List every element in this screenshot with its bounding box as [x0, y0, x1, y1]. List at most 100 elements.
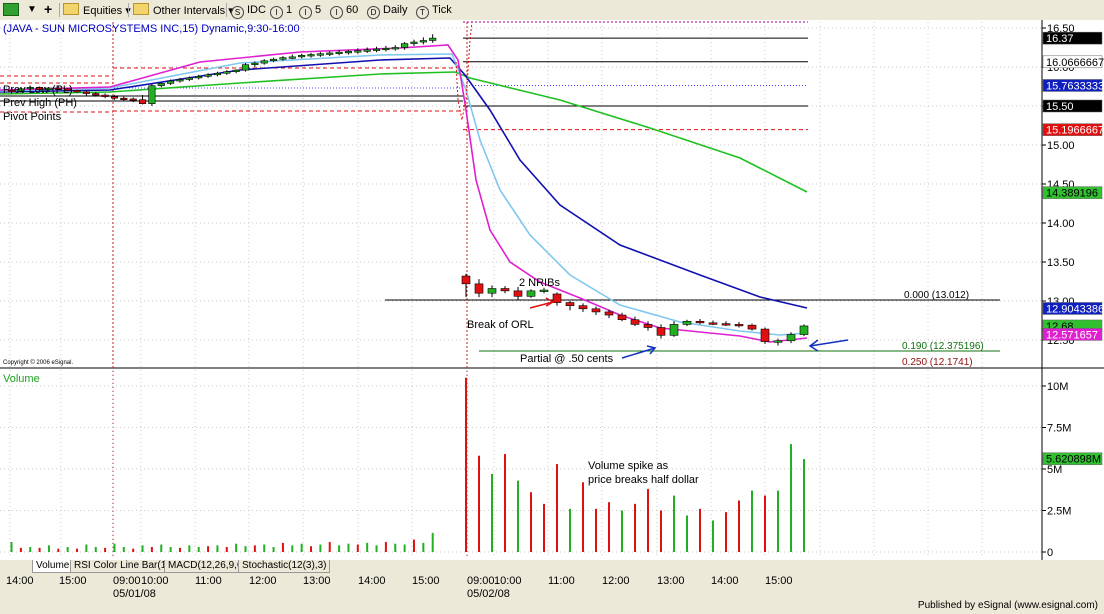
candle-body: [669, 324, 679, 336]
x-tick: 12:00: [249, 575, 277, 587]
equities-button[interactable]: Equities ▾: [63, 3, 131, 17]
interval-1-label: 1: [286, 4, 293, 16]
interval-icon: I: [299, 6, 312, 19]
candle-body: [682, 320, 692, 325]
candle-body: [45, 87, 53, 90]
candle-body: [17, 88, 25, 92]
legend-pivot-points: Pivot Points: [3, 111, 62, 123]
interval-icon: S: [231, 6, 244, 19]
x-tick: 09:00: [113, 575, 141, 587]
price-label: 15.50: [1046, 101, 1074, 113]
tick-button[interactable]: T Tick: [416, 3, 452, 19]
candle-body: [288, 56, 296, 59]
tick-label: Tick: [432, 4, 452, 16]
folder-icon: [133, 3, 149, 15]
y-tick-label: 7.5M: [1047, 423, 1071, 435]
volume-title: Volume: [3, 373, 40, 385]
price-label: 16.37: [1046, 33, 1074, 45]
candle-body: [176, 79, 184, 82]
chart-title: (JAVA - SUN MICROSYSTEMS INC,15) Dynamic…: [3, 23, 300, 35]
arrow-blue-icon: [808, 339, 849, 352]
x-tick: 15:00: [765, 575, 793, 587]
arrow-red-icon: [529, 297, 555, 309]
x-tick: 13:00: [303, 575, 331, 587]
toolbar-separator: [226, 3, 227, 17]
candle-body: [604, 311, 614, 316]
candle-body: [26, 86, 34, 90]
arrow-blue-icon: [621, 345, 657, 359]
price-label: 12.9043386: [1046, 303, 1104, 315]
ma-lightblue: [0, 53, 808, 336]
candle-body: [92, 93, 100, 96]
candle-body: [157, 83, 165, 87]
ma-blue: [0, 57, 808, 309]
candle-body: [773, 340, 783, 343]
x-tick: 11:00: [548, 575, 575, 587]
dropdown-arrow-icon[interactable]: ▼: [27, 4, 37, 15]
candle-body: [326, 52, 334, 55]
other-intervals-label: Other Intervals: [153, 5, 226, 17]
candle-body: [307, 54, 315, 57]
tab-stochastic[interactable]: Stochastic(12(3),3): [238, 560, 331, 573]
folder-icon: [63, 3, 79, 15]
volume-last-label: 5.620898M: [1046, 454, 1101, 466]
candles: [7, 34, 809, 346]
tab-volume[interactable]: Volume: [32, 560, 74, 573]
candle-body: [799, 325, 809, 335]
price-label: 14.389196: [1046, 188, 1098, 200]
candle-body: [578, 305, 588, 310]
moving-averages: [0, 21, 808, 343]
equities-label: Equities: [83, 5, 123, 17]
candle-body: [410, 41, 418, 44]
interval-60-button[interactable]: I 60: [330, 3, 358, 19]
price-label-box: [1042, 55, 1103, 69]
x-tick: 14:00: [711, 575, 739, 587]
daily-button[interactable]: D Daily: [367, 3, 407, 19]
tab-rsi[interactable]: RSI Color Line Bar(14): [70, 560, 180, 573]
candle-body: [279, 57, 287, 60]
legend-prev-high: Prev High (PH): [3, 97, 77, 109]
interval-icon: D: [367, 6, 380, 19]
idc-button[interactable]: S IDC: [231, 3, 266, 19]
candle-body: [129, 98, 137, 101]
pivot-connector-line: [455, 21, 473, 121]
x-date-day1: 05/01/08: [113, 588, 156, 600]
candle-body: [335, 51, 343, 54]
ma-green: [0, 71, 808, 193]
price-label-box: [1042, 79, 1103, 92]
chart-menu-icon[interactable]: [3, 3, 19, 17]
candle-body: [64, 88, 72, 91]
fib-level-190: 0.190 (12.375196): [902, 341, 984, 352]
x-tick: 10:00: [494, 575, 522, 587]
y-tick-label: 13.50: [1047, 257, 1075, 269]
candle-body: [630, 319, 640, 325]
x-tick: 15:00: [412, 575, 440, 587]
candle-body: [185, 77, 193, 80]
candle-body: [643, 324, 653, 328]
candle-body: [354, 50, 362, 53]
toolbar-separator: [128, 3, 129, 17]
candle-body: [565, 302, 575, 306]
x-tick: 10:00: [141, 575, 169, 587]
candle-body: [195, 76, 203, 79]
price-label-box: [1042, 328, 1103, 341]
y-tick-label: 0: [1047, 547, 1053, 559]
chart-canvas[interactable]: 16.5016.0015.5015.0014.5014.0013.5013.00…: [0, 20, 1104, 560]
price-axis-labels: 16.5016.0015.5015.0014.5014.0013.5013.00…: [1042, 23, 1104, 347]
candle-body: [474, 283, 484, 294]
y-tick-label: 10M: [1047, 381, 1068, 393]
candle-body: [251, 62, 259, 65]
price-label-box: [1042, 123, 1103, 136]
add-icon[interactable]: +: [44, 1, 53, 17]
footer: Published by eSignal (www.esignal.com): [0, 600, 1104, 614]
candle-body: [54, 87, 62, 90]
candle-body: [429, 37, 437, 41]
price-label-box: [1042, 302, 1103, 315]
other-intervals-button[interactable]: Other Intervals ▾: [133, 3, 234, 17]
x-tick: 13:00: [657, 575, 685, 587]
candle-body: [461, 275, 471, 285]
candle-body: [270, 58, 278, 62]
